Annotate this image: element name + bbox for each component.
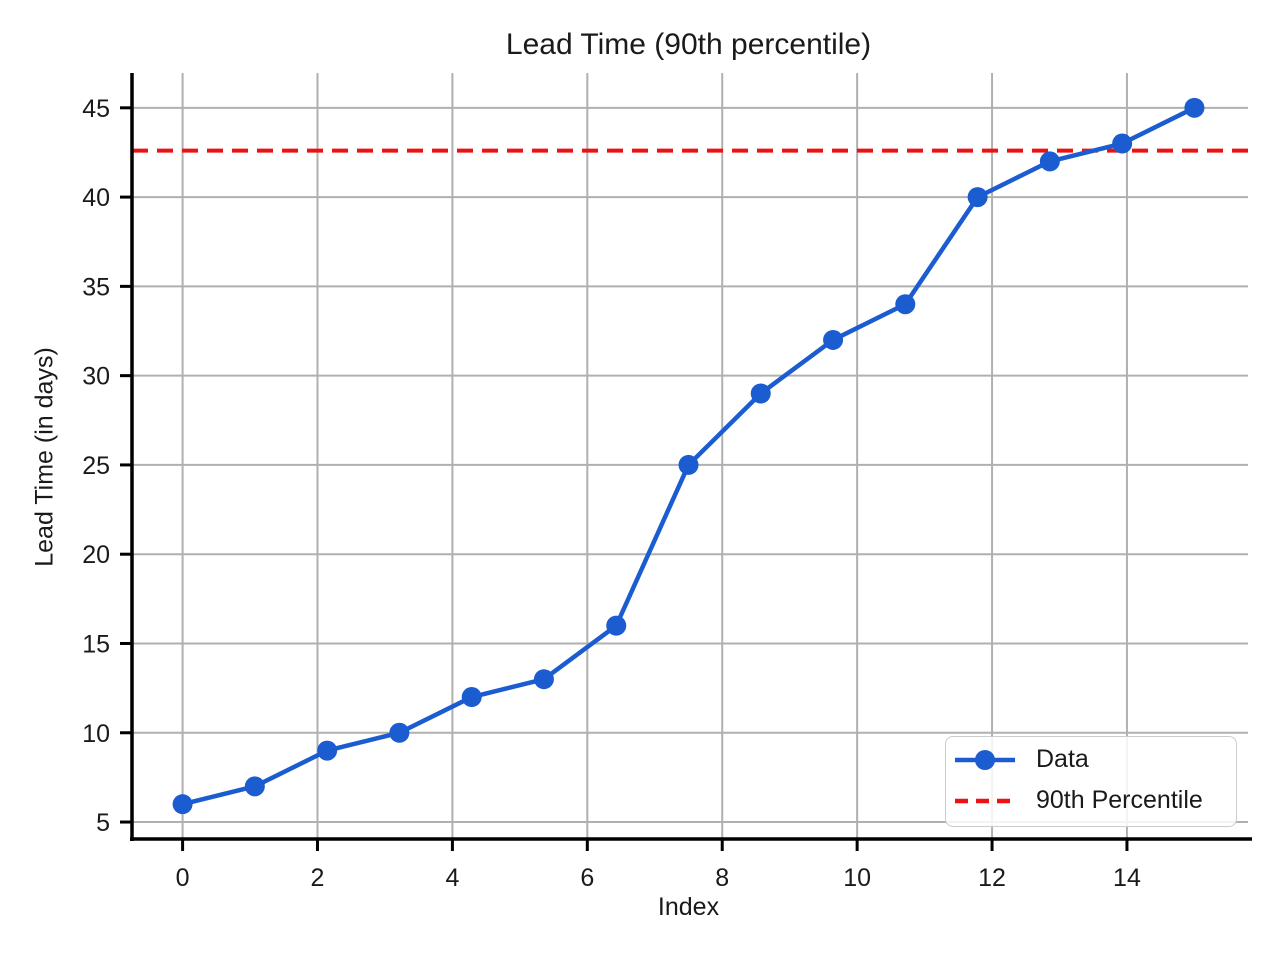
legend-label-data: Data	[1036, 745, 1089, 773]
data-point	[823, 329, 844, 350]
data-point	[461, 687, 482, 708]
x-tick-label: 0	[176, 864, 190, 892]
legend-item-data: Data	[954, 739, 1236, 780]
data-point	[533, 669, 554, 690]
x-tick-label: 4	[445, 864, 459, 892]
data-point	[606, 615, 627, 636]
y-tick-label: 5	[96, 809, 110, 837]
y-tick-label: 10	[82, 720, 110, 748]
x-tick-label: 14	[1113, 864, 1141, 892]
x-tick-label: 12	[978, 864, 1006, 892]
y-tick-label: 45	[82, 95, 110, 123]
y-tick-label: 40	[82, 184, 110, 212]
data-point	[1184, 97, 1205, 118]
x-tick-label: 6	[580, 864, 594, 892]
data-point	[389, 722, 410, 743]
x-tick-label: 10	[843, 864, 871, 892]
data-point	[895, 294, 916, 315]
data-point	[750, 383, 771, 404]
x-tick-label: 8	[715, 864, 729, 892]
y-tick-label: 25	[82, 452, 110, 480]
x-tick-label: 2	[311, 864, 325, 892]
y-tick-label: 20	[82, 541, 110, 569]
data-point	[1112, 133, 1133, 154]
chart-title: Lead Time (90th percentile)	[505, 28, 872, 61]
y-axis-label: Lead Time (in days)	[30, 347, 59, 567]
legend-item-percentile: 90th Percentile	[954, 780, 1236, 821]
x-axis-label: Index	[657, 893, 720, 921]
data-point	[1039, 151, 1060, 172]
y-tick-label: 35	[82, 273, 110, 301]
data-point	[678, 454, 699, 475]
legend-dashed-line-icon	[955, 798, 1015, 803]
data-point	[967, 187, 988, 208]
legend-label-percentile: 90th Percentile	[1036, 786, 1203, 814]
y-tick-label: 15	[82, 630, 110, 658]
legend: Data 90th Percentile	[945, 736, 1237, 827]
data-point	[172, 794, 193, 815]
y-tick-label: 30	[82, 363, 110, 391]
legend-line-marker-icon	[955, 749, 1015, 770]
data-point	[244, 776, 265, 797]
data-point	[317, 740, 338, 761]
